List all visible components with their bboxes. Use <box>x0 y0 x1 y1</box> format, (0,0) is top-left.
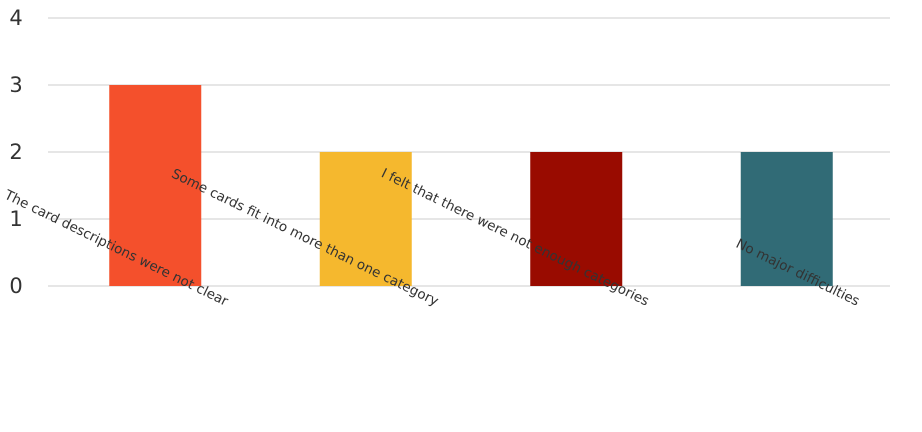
y-axis-tick-labels: 0 1 2 3 4 <box>9 6 22 298</box>
bars <box>109 85 833 286</box>
y-tick-label: 3 <box>9 73 22 97</box>
bar <box>109 85 202 286</box>
y-tick-label: 4 <box>9 6 22 30</box>
bar <box>530 152 623 286</box>
y-tick-label: 0 <box>9 274 22 298</box>
y-tick-label: 2 <box>9 140 22 164</box>
y-tick-label: 1 <box>9 207 22 231</box>
bar <box>740 152 833 286</box>
bar <box>319 152 412 286</box>
